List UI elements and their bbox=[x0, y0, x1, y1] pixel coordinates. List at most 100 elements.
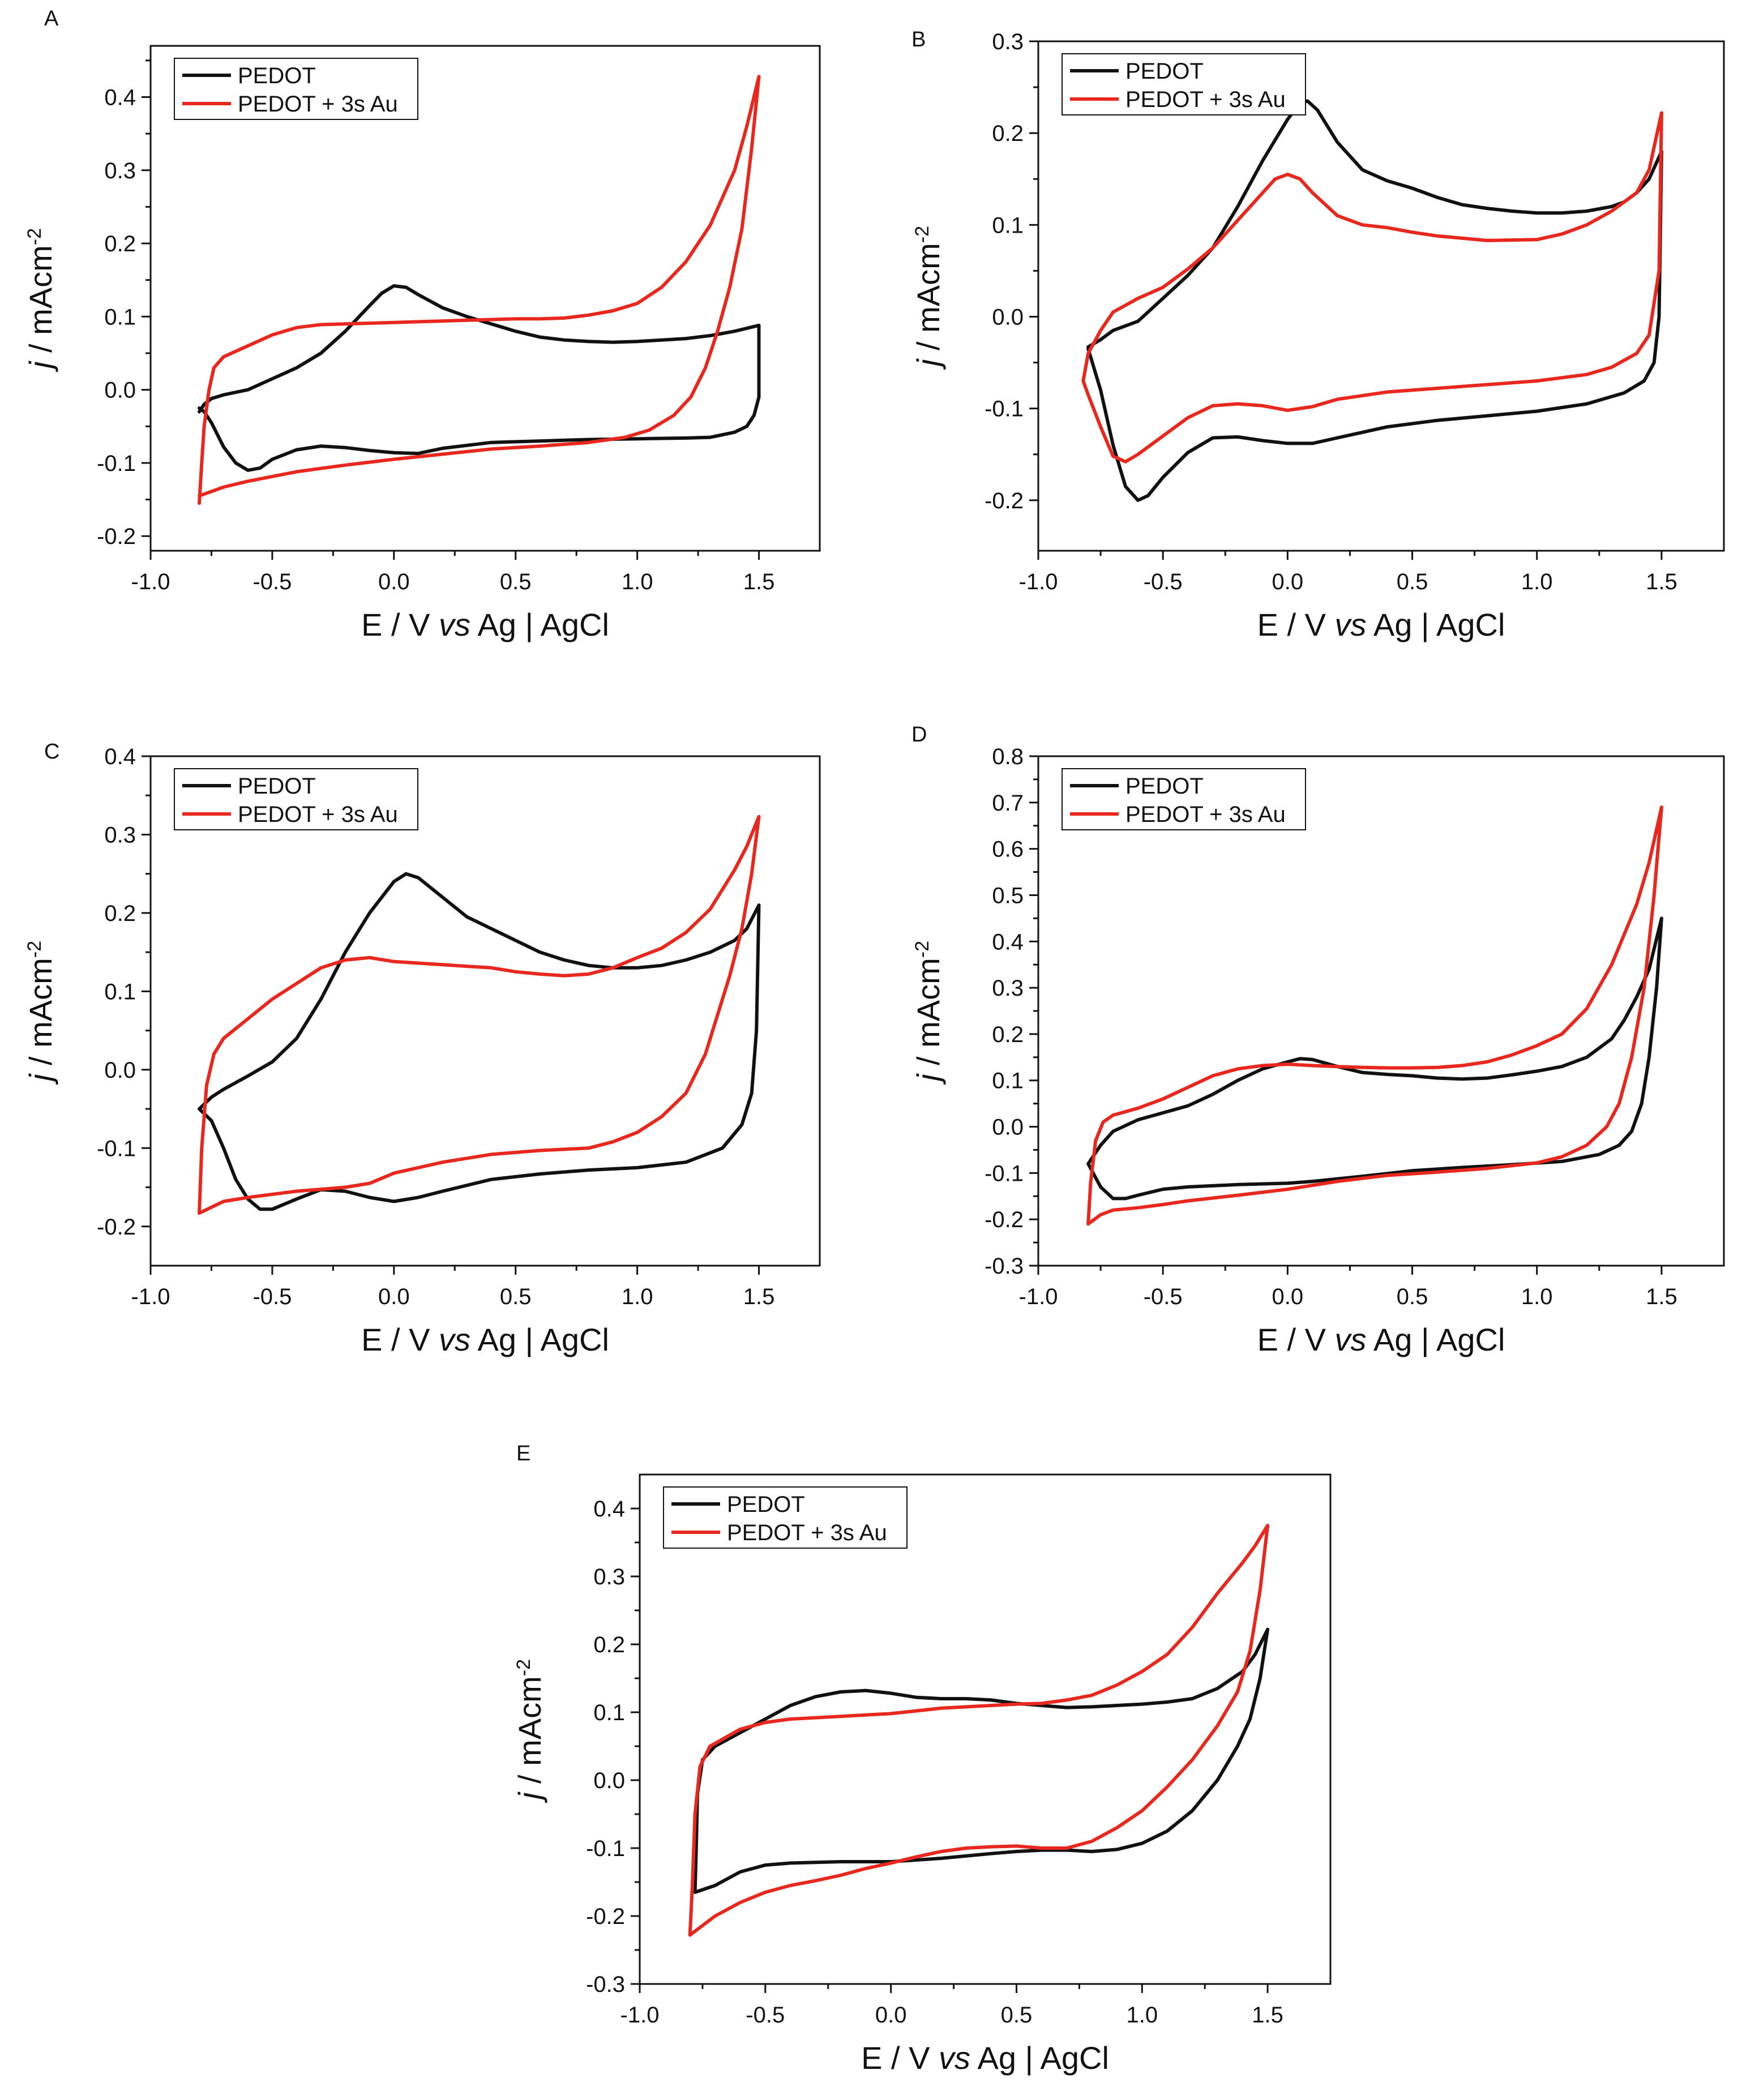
x-tick-label: -0.5 bbox=[746, 2003, 785, 2028]
y-tick-label: 0.7 bbox=[992, 791, 1024, 816]
series-line-pedot-au bbox=[688, 1524, 1270, 1937]
series-line-pedot-au bbox=[198, 815, 761, 1215]
plot-frame bbox=[1037, 755, 1725, 1267]
legend-label: PEDOT bbox=[1125, 59, 1204, 84]
panel-d: D -1.0 -0.5 0.0 0.5 1.0 1.5 -0.3 -0.2 -0.1 0.0 0.1 0… bbox=[910, 723, 1725, 1357]
y-tick-label: 0.1 bbox=[104, 979, 136, 1004]
x-tick-label: 0.5 bbox=[500, 569, 532, 594]
y-tick-label: 0.1 bbox=[104, 305, 136, 329]
y-tick-label: -0.1 bbox=[586, 1836, 625, 1861]
x-tick-label: 0.0 bbox=[1272, 1284, 1304, 1309]
legend-box bbox=[174, 58, 418, 120]
x-axis-title: E / V vs Ag | AgCl bbox=[861, 2040, 1109, 2076]
plot-frame bbox=[639, 1473, 1332, 1985]
series-line-pedot-au bbox=[198, 75, 761, 505]
y-tick-label: 0.0 bbox=[593, 1768, 625, 1793]
series-line-pedot-au bbox=[1086, 805, 1663, 1226]
panel-letter: A bbox=[44, 7, 59, 31]
panel-e: E -1.0 -0.5 0.0 0.5 1.0 1.5 -0.3 -0.2 -0.1 0.0 0.1 0… bbox=[512, 1442, 1332, 2076]
y-tick-label: -0.1 bbox=[97, 1136, 136, 1161]
x-tick-label: 0.5 bbox=[1397, 1284, 1428, 1309]
panel-letter: D bbox=[911, 723, 927, 747]
y-tick-label: 0.2 bbox=[593, 1632, 625, 1657]
y-tick-label: 0.4 bbox=[593, 1497, 625, 1522]
x-tick-label: 1.5 bbox=[743, 569, 775, 594]
y-tick-label: 0.3 bbox=[992, 29, 1024, 54]
y-axis-title: j / mAcm-2 bbox=[512, 1659, 547, 1803]
panel-letter: C bbox=[44, 740, 59, 764]
x-tick-label: 1.0 bbox=[1521, 569, 1553, 594]
y-axis-title: j / mAcm-2 bbox=[23, 228, 58, 372]
legend-label: PEDOT + 3s Au bbox=[238, 92, 398, 117]
legend-box bbox=[174, 768, 418, 830]
y-tick-label: 0.2 bbox=[104, 232, 136, 256]
x-tick-label: 1.5 bbox=[1646, 1284, 1677, 1309]
x-tick-label: 1.0 bbox=[1521, 1284, 1553, 1309]
y-tick-label: 0.4 bbox=[104, 744, 136, 769]
y-tick-label: 0.3 bbox=[104, 158, 136, 183]
y-tick-label: -0.1 bbox=[985, 397, 1024, 422]
panel-letter: E bbox=[516, 1442, 530, 1465]
x-tick-label: -0.5 bbox=[252, 1284, 292, 1309]
y-tick-label: -0.3 bbox=[586, 1972, 625, 1997]
y-tick-label: 0.1 bbox=[992, 213, 1024, 238]
plot-frame bbox=[149, 755, 821, 1267]
x-tick-label: -1.0 bbox=[131, 1284, 170, 1309]
y-tick-label: 0.0 bbox=[104, 1058, 136, 1083]
x-tick-label: 1.0 bbox=[1126, 2003, 1158, 2028]
y-axis-title: j / mAcm-2 bbox=[910, 226, 946, 370]
x-tick-label: 0.0 bbox=[875, 2003, 907, 2028]
x-axis-title: E / V vs Ag | AgCl bbox=[1257, 607, 1505, 642]
y-tick-label: -0.3 bbox=[985, 1254, 1024, 1279]
legend-box bbox=[1062, 768, 1306, 830]
legend-label: PEDOT bbox=[238, 774, 316, 799]
x-tick-label: 1.0 bbox=[622, 569, 653, 594]
x-axis-title: E / V vs Ag | AgCl bbox=[361, 1322, 609, 1357]
plot-frame bbox=[149, 45, 821, 552]
x-tick-label: -1.0 bbox=[1019, 1284, 1058, 1309]
y-tick-label: 0.0 bbox=[992, 305, 1024, 329]
y-axis-title: j / mAcm-2 bbox=[23, 941, 58, 1085]
y-tick-label: 0.1 bbox=[593, 1700, 625, 1725]
x-axis-title: E / V vs Ag | AgCl bbox=[1257, 1322, 1505, 1357]
panel-b: B -1.0 -0.5 0.0 0.5 1.0 1.5 -0.2 -0.1 0.0 0.1 0.2 0.… bbox=[910, 28, 1725, 642]
plot-frame bbox=[1037, 40, 1725, 552]
x-tick-label: 0.5 bbox=[1397, 569, 1428, 594]
series-line-pedot bbox=[198, 872, 761, 1211]
y-tick-label: 0.2 bbox=[104, 901, 136, 926]
series-line-pedot-au bbox=[1081, 111, 1663, 464]
x-tick-label: 0.5 bbox=[1001, 2003, 1033, 2028]
legend-box bbox=[663, 1486, 908, 1549]
legend-label: PEDOT + 3s Au bbox=[238, 802, 398, 827]
y-tick-label: -0.1 bbox=[985, 1161, 1024, 1186]
y-tick-label: -0.2 bbox=[97, 524, 136, 549]
panel-letter: B bbox=[911, 28, 926, 52]
legend-box bbox=[1062, 53, 1306, 115]
x-tick-label: -1.0 bbox=[131, 569, 170, 594]
y-tick-label: -0.1 bbox=[97, 451, 136, 476]
y-tick-label: 0.8 bbox=[992, 744, 1024, 769]
x-tick-label: -1.0 bbox=[620, 2003, 660, 2028]
x-tick-label: 1.5 bbox=[1646, 569, 1677, 594]
y-tick-label: 0.5 bbox=[992, 883, 1024, 908]
y-tick-label: -0.2 bbox=[586, 1904, 625, 1929]
y-tick-label: 0.3 bbox=[104, 822, 136, 847]
x-tick-label: -0.5 bbox=[1144, 1284, 1183, 1309]
y-tick-label: -0.2 bbox=[97, 1215, 136, 1240]
y-tick-label: 0.0 bbox=[104, 378, 136, 403]
legend-label: PEDOT bbox=[238, 63, 316, 88]
series-line-pedot bbox=[1086, 99, 1663, 502]
y-tick-label: 0.4 bbox=[992, 929, 1024, 954]
x-tick-label: -1.0 bbox=[1019, 569, 1058, 594]
legend-label: PEDOT + 3s Au bbox=[1125, 802, 1286, 827]
x-tick-label: 1.0 bbox=[622, 1284, 653, 1309]
y-tick-label: 0.1 bbox=[992, 1069, 1024, 1094]
y-tick-label: 0.3 bbox=[992, 976, 1024, 1001]
y-tick-label: 0.0 bbox=[992, 1115, 1024, 1140]
legend-label: PEDOT + 3s Au bbox=[727, 1520, 887, 1545]
y-tick-label: 0.2 bbox=[992, 121, 1024, 146]
x-tick-label: 1.5 bbox=[1252, 2003, 1283, 2028]
x-tick-label: -0.5 bbox=[1144, 569, 1183, 594]
x-tick-label: 0.0 bbox=[1272, 569, 1304, 594]
